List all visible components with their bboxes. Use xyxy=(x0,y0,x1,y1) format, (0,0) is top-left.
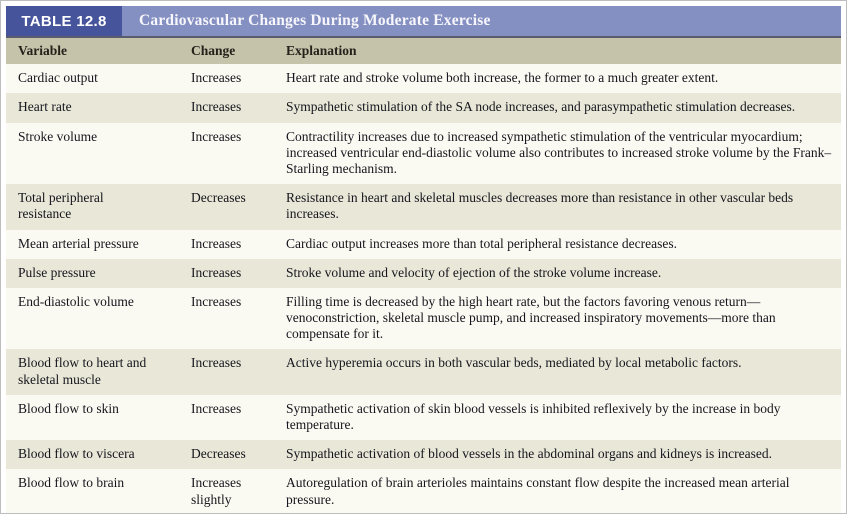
table-row: Mean arterial pressure Increases Cardiac… xyxy=(6,229,841,259)
explanation-cell: Sympathetic activation of skin blood ves… xyxy=(286,400,781,432)
explanation-cell: Stroke volume and velocity of ejection o… xyxy=(286,264,662,280)
column-header-row: Variable Change Explanation xyxy=(6,38,841,65)
table-row: Heart rate Increases Sympathetic stimula… xyxy=(6,93,841,123)
change-cell: Decreases xyxy=(191,446,246,462)
table-row: Pulse pressure Increases Stroke volume a… xyxy=(6,258,841,288)
table-row: End-diastolic volume Increases Filling t… xyxy=(6,287,841,350)
explanation-cell: Autoregulation of brain arterioles maint… xyxy=(286,475,790,507)
explanation-cell: Cardiac output increases more than total… xyxy=(286,235,677,251)
variable-cell: Blood flow to skin xyxy=(18,400,119,416)
explanation-cell: Resistance in heart and skeletal muscles… xyxy=(286,190,794,222)
explanation-cell: Heart rate and stroke volume both increa… xyxy=(286,70,719,86)
change-cell: Increases xyxy=(191,293,242,309)
change-cell: Increases xyxy=(191,99,242,115)
variable-cell: End-diastolic volume xyxy=(18,293,134,309)
column-header-variable: Variable xyxy=(18,43,68,58)
table-row: Blood flow to brain Increases slightly A… xyxy=(6,469,841,513)
change-cell: Decreases xyxy=(191,190,246,206)
explanation-cell: Filling time is decreased by the high he… xyxy=(286,293,776,342)
table-label: TABLE 12.8 xyxy=(6,6,122,36)
change-cell: Increases xyxy=(191,264,242,280)
explanation-cell: Sympathetic activation of blood vessels … xyxy=(286,446,773,462)
variable-cell: Blood flow to brain xyxy=(18,475,125,491)
change-cell: Increases xyxy=(191,400,242,416)
change-cell: Increases xyxy=(191,70,242,86)
table-body: Cardiac output Increases Heart rate and … xyxy=(6,64,841,513)
change-cell: Increases xyxy=(191,235,242,251)
table-title: Cardiovascular Changes During Moderate E… xyxy=(122,6,841,36)
table-row: Blood flow to viscera Decreases Sympathe… xyxy=(6,440,841,470)
change-cell: Increases slightly xyxy=(191,475,242,507)
explanation-cell: Active hyperemia occurs in both vascular… xyxy=(286,355,742,371)
table-row: Total peripheral resistance Decreases Re… xyxy=(6,184,841,230)
variable-cell: Cardiac output xyxy=(18,70,98,86)
table-row: Stroke volume Increases Contractility in… xyxy=(6,122,841,185)
table-row: Cardiac output Increases Heart rate and … xyxy=(6,64,841,94)
variable-cell: Pulse pressure xyxy=(18,264,96,280)
variable-cell: Stroke volume xyxy=(18,128,98,144)
explanation-cell: Sympathetic stimulation of the SA node i… xyxy=(286,99,796,115)
variable-cell: Mean arterial pressure xyxy=(18,235,139,251)
variable-cell: Heart rate xyxy=(18,99,72,115)
variable-cell: Total peripheral resistance xyxy=(18,190,104,222)
table-row: Blood flow to heart and skeletal muscle … xyxy=(6,349,841,395)
column-header-change: Change xyxy=(191,43,236,58)
explanation-cell: Contractility increases due to increased… xyxy=(286,128,832,176)
change-cell: Increases xyxy=(191,128,242,144)
table-header-bar: TABLE 12.8 Cardiovascular Changes During… xyxy=(6,6,841,38)
change-cell: Increases xyxy=(191,355,242,371)
variable-cell: Blood flow to viscera xyxy=(18,446,135,462)
column-header-explanation: Explanation xyxy=(286,43,357,58)
variable-cell: Blood flow to heart and skeletal muscle xyxy=(18,355,147,387)
table-row: Blood flow to skin Increases Sympathetic… xyxy=(6,394,841,441)
